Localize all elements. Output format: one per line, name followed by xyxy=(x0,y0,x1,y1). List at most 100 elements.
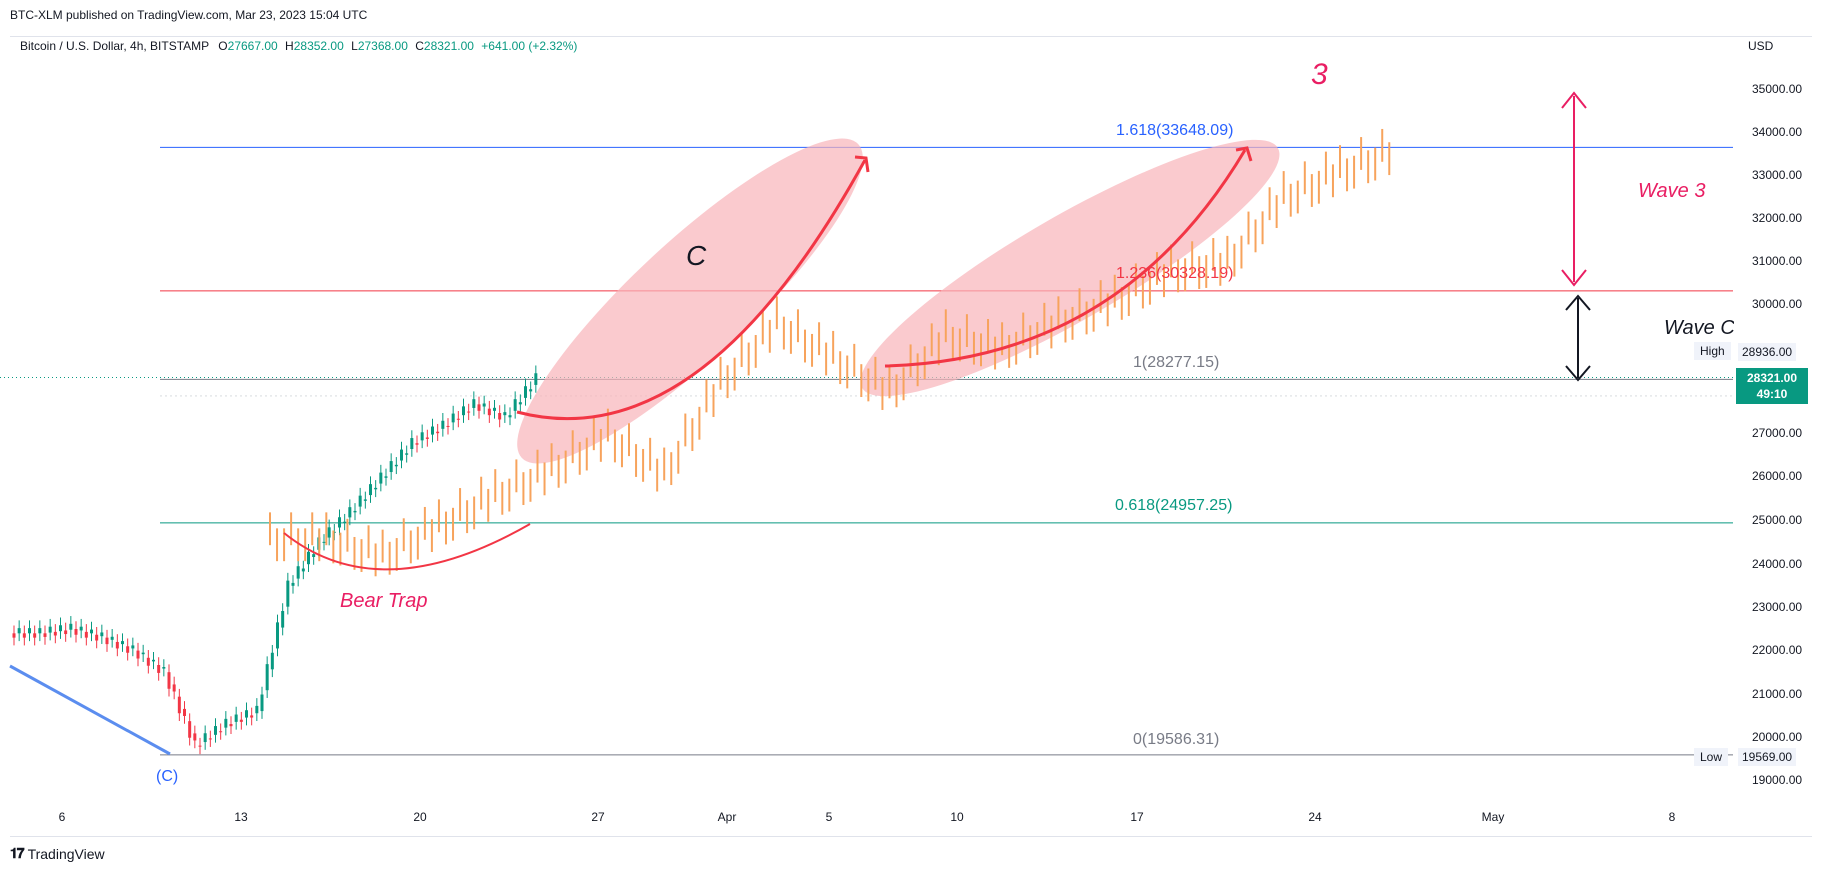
low-tag-label: Low xyxy=(1694,748,1729,766)
candle-body xyxy=(260,694,264,712)
candle-body xyxy=(38,628,42,634)
candle-body xyxy=(12,633,16,638)
candle-body xyxy=(59,625,62,632)
candle-body xyxy=(193,733,197,741)
candle-body xyxy=(250,715,254,718)
candle-body xyxy=(33,633,37,638)
candle-body xyxy=(410,438,414,449)
candle-body xyxy=(100,632,104,637)
candle-body xyxy=(307,551,310,565)
candle-body xyxy=(69,623,73,630)
candle-body xyxy=(400,449,403,461)
candle-body xyxy=(420,432,424,441)
candle-body xyxy=(17,628,21,634)
fib-1618-label: 1.618(33648.09) xyxy=(1116,122,1234,139)
date-tick: 8 xyxy=(1669,810,1676,824)
date-tick: Apr xyxy=(718,810,737,824)
candle-body xyxy=(234,714,238,722)
wave-c-zone xyxy=(517,138,863,464)
fib-1-label: 1(28277.15) xyxy=(1133,354,1220,371)
candle-body xyxy=(498,413,502,420)
price-tick: 34000.00 xyxy=(1752,125,1802,139)
candle-body xyxy=(79,626,83,631)
candle-body xyxy=(493,407,496,411)
wave-3-arrow xyxy=(884,149,1247,368)
candle-body xyxy=(245,710,248,718)
candle-body xyxy=(338,517,341,528)
candle-body xyxy=(270,652,274,670)
c-wave-marker: (C) xyxy=(156,768,179,785)
date-tick: 10 xyxy=(950,810,964,824)
change-value: +641.00 (+2.32%) xyxy=(481,39,578,53)
candle-body xyxy=(358,495,362,507)
current-price-value: 28321.00 xyxy=(1746,371,1798,385)
price-tick: 24000.00 xyxy=(1752,557,1802,571)
price-tick: 25000.00 xyxy=(1752,513,1802,527)
candle-body xyxy=(379,472,383,484)
wave-3-arrowhead xyxy=(1235,146,1253,162)
fib-1236-label: 1.236(30328.19) xyxy=(1116,265,1234,282)
candle-body xyxy=(208,738,212,740)
candle-body xyxy=(482,403,486,407)
downtrend-line xyxy=(9,664,171,756)
symbol-name: Bitcoin / U.S. Dollar, 4h, BITSTAMP xyxy=(20,39,209,53)
high-tag-value: 28936.00 xyxy=(1738,343,1797,361)
candle-body xyxy=(374,487,378,490)
price-tick: 27000.00 xyxy=(1752,426,1802,440)
price-tick: 30000.00 xyxy=(1752,297,1802,311)
high-value: 28352.00 xyxy=(293,39,344,53)
price-tick: 26000.00 xyxy=(1752,469,1802,483)
wave-c-arrow-down xyxy=(1565,365,1591,382)
candle-body xyxy=(43,633,47,637)
candle-body xyxy=(48,626,52,633)
candle-body xyxy=(110,636,114,640)
candle-body xyxy=(90,629,93,634)
candle-body xyxy=(188,721,192,738)
candle-body xyxy=(343,521,347,523)
price-tick: 19000.00 xyxy=(1752,773,1802,787)
publish-header: BTC-XLM published on TradingView.com, Ma… xyxy=(10,8,368,22)
candle-body xyxy=(281,611,285,628)
date-tick: 20 xyxy=(413,810,427,824)
candle-body xyxy=(64,630,68,635)
low-label: L xyxy=(351,39,358,53)
tradingview-logo-icon: 𝟏𝟕 xyxy=(10,845,25,861)
wave3-label: Wave 3 xyxy=(1638,180,1706,202)
candle-body xyxy=(534,373,538,385)
candle-body xyxy=(105,637,109,645)
candle-body xyxy=(74,629,78,635)
tradingview-footer[interactable]: 𝟏𝟕 TradingView xyxy=(10,845,105,862)
candle-body xyxy=(384,476,388,478)
candle-body xyxy=(446,425,450,427)
wave-c-arrowhead xyxy=(854,155,870,173)
candle-body xyxy=(172,684,176,692)
candle-body xyxy=(255,705,259,714)
high-tag-label: High xyxy=(1694,342,1731,360)
fib-0-label: 0(19586.31) xyxy=(1133,731,1220,748)
open-label: O xyxy=(218,39,228,53)
date-tick: 24 xyxy=(1308,810,1322,824)
low-value: 27368.00 xyxy=(357,39,408,53)
candle-body xyxy=(503,412,507,416)
price-tick: 32000.00 xyxy=(1752,211,1802,225)
candle-body xyxy=(508,415,512,418)
bear-trap-label: Bear Trap xyxy=(340,590,428,612)
currency-label: USD xyxy=(1748,39,1774,53)
current-price-tag: 28321.00 49:10 xyxy=(1736,368,1808,404)
candle-body xyxy=(162,667,166,669)
fib-0618-label: 0.618(24957.25) xyxy=(1115,497,1233,514)
chart-area[interactable] xyxy=(10,36,1812,837)
candle-body xyxy=(436,431,440,434)
symbol-legend: Bitcoin / U.S. Dollar, 4h, BITSTAMP O276… xyxy=(20,39,577,53)
price-tick: 23000.00 xyxy=(1752,600,1802,614)
candle-body xyxy=(214,726,217,735)
candle-body xyxy=(462,406,465,416)
date-tick: 6 xyxy=(59,810,66,824)
candle-body xyxy=(177,696,181,714)
candle-body xyxy=(157,665,161,673)
price-tick: 21000.00 xyxy=(1752,687,1802,701)
candle-body xyxy=(369,484,372,496)
candle-body xyxy=(84,631,88,638)
candle-body xyxy=(219,731,223,733)
